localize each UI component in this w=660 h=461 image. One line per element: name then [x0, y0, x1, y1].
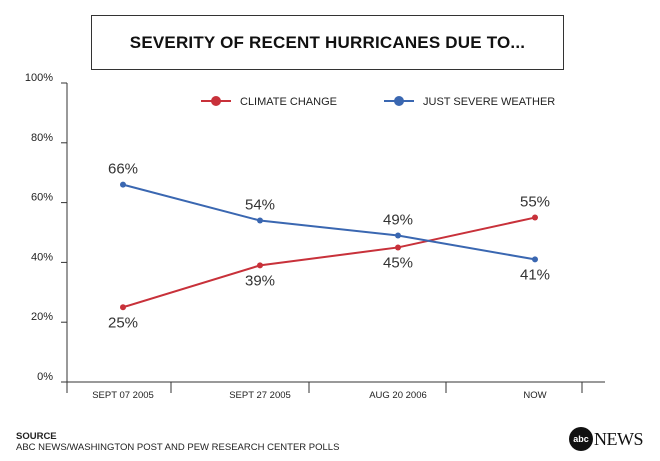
y-tick-label: 100%	[25, 72, 53, 84]
abc-news-logo: abc NEWS	[569, 427, 644, 451]
legend-severe-weather-marker	[394, 96, 404, 106]
severe-weather-point	[257, 217, 263, 224]
y-tick-label: 20%	[31, 311, 53, 323]
severe-weather-line	[122, 183, 536, 261]
source-note: SOURCE ABC NEWS/WASHINGTON POST AND PEW …	[16, 431, 339, 453]
source-heading: SOURCE	[16, 431, 57, 442]
climate-change-point	[532, 214, 538, 221]
y-tick-label: 80%	[31, 132, 53, 144]
climate-change-data-label: 55%	[520, 194, 550, 211]
climate-change-line	[122, 216, 536, 309]
climate-change-data-label: 39%	[245, 272, 275, 289]
x-category-label: SEPT 07 2005	[92, 390, 154, 401]
legend-climate-change-marker	[211, 96, 221, 106]
severe-weather-point	[120, 181, 126, 188]
logo-news-word: NEWS	[594, 428, 644, 449]
severe-weather-data-label: 49%	[383, 211, 413, 228]
y-tick-label: 60%	[31, 192, 53, 204]
climate-change-point	[120, 304, 126, 311]
y-tick-label: 0%	[37, 371, 53, 383]
x-category-label: SEPT 27 2005	[229, 390, 291, 401]
source-text: ABC NEWS/WASHINGTON POST AND PEW RESEARC…	[16, 442, 340, 453]
climate-change-data-label: 25%	[108, 314, 138, 331]
severe-weather-data-label: 66%	[108, 161, 138, 178]
climate-change-point	[395, 244, 401, 251]
x-category-label: AUG 20 2006	[369, 390, 427, 401]
climate-change-data-label: 45%	[383, 254, 413, 271]
severe-weather-point	[395, 232, 401, 239]
legend-climate-change-label: CLIMATE CHANGE	[240, 96, 337, 108]
severe-weather-point	[532, 256, 538, 263]
y-tick-label: 40%	[31, 251, 53, 263]
x-category-label: NOW	[523, 390, 546, 401]
severe-weather-data-label: 54%	[245, 197, 275, 214]
chart-title: SEVERITY OF RECENT HURRICANES DUE TO...	[91, 15, 564, 70]
legend-severe-weather-label: JUST SEVERE WEATHER	[423, 96, 555, 108]
severe-weather-data-label: 41%	[520, 266, 550, 283]
abc-logo-disc: abc	[569, 427, 593, 451]
climate-change-point	[257, 262, 263, 269]
